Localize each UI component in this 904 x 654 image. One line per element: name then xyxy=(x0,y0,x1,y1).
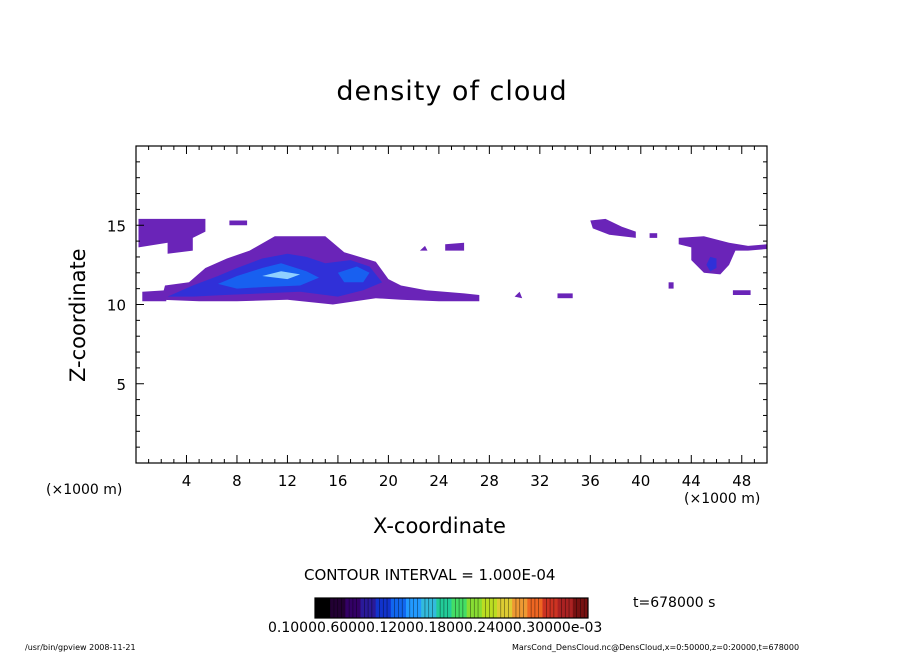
x-axis-unit-right: (×1000 m) xyxy=(684,491,761,507)
density-region-low xyxy=(514,291,523,299)
cloud-density-field xyxy=(138,218,767,305)
density-region-low xyxy=(732,290,751,295)
density-region-high xyxy=(337,266,370,283)
density-region-low xyxy=(142,290,167,302)
density-region-low xyxy=(649,233,658,238)
x-axis-label: X-coordinate xyxy=(373,514,506,538)
density-region-low xyxy=(557,293,573,299)
x-tick-label: 28 xyxy=(480,472,499,490)
contour-interval-label: CONTOUR INTERVAL = 1.000E-04 xyxy=(304,566,556,584)
x-tick-label: 12 xyxy=(278,472,297,490)
chart-title: density of cloud xyxy=(336,76,568,107)
density-region-low xyxy=(229,220,248,226)
x-tick-label: 36 xyxy=(581,472,600,490)
x-tick-label: 44 xyxy=(682,472,701,490)
density-region-peak xyxy=(262,271,301,280)
density-region-low xyxy=(138,218,206,254)
y-tick-label: 10 xyxy=(107,297,126,315)
density-region-low xyxy=(445,242,465,251)
x-tick-label: 8 xyxy=(232,472,242,490)
x-tick-label: 32 xyxy=(530,472,549,490)
density-region-low xyxy=(668,282,674,289)
plot-frame xyxy=(135,145,768,464)
x-tick-label: 20 xyxy=(379,472,398,490)
density-region-mid xyxy=(706,256,717,272)
time-label: t=678000 s xyxy=(633,595,716,611)
x-tick-label: 48 xyxy=(732,472,751,490)
x-axis-unit-left: (×1000 m) xyxy=(46,482,123,498)
colorbar-frame xyxy=(314,597,589,619)
y-tick-label: 5 xyxy=(116,376,126,394)
density-region-low xyxy=(419,245,428,251)
footer-source: MarsCond_DensCloud.nc@DensCloud,x=0:5000… xyxy=(512,643,800,652)
y-axis-label: Z-coordinate xyxy=(66,248,90,382)
footer-command: /usr/bin/gpview 2008-11-21 xyxy=(25,643,136,652)
y-tick-label: 15 xyxy=(107,217,126,235)
colorbar-tick-labels: 0.10000.60000.12000.18000.24000.30000e-0… xyxy=(268,620,603,636)
x-tick-label: 16 xyxy=(328,472,347,490)
density-region-low xyxy=(590,218,636,238)
density-region-low xyxy=(678,236,767,275)
x-tick-label: 24 xyxy=(429,472,448,490)
x-tick-label: 4 xyxy=(182,472,192,490)
colorbar xyxy=(314,597,589,619)
x-tick-label: 40 xyxy=(631,472,650,490)
